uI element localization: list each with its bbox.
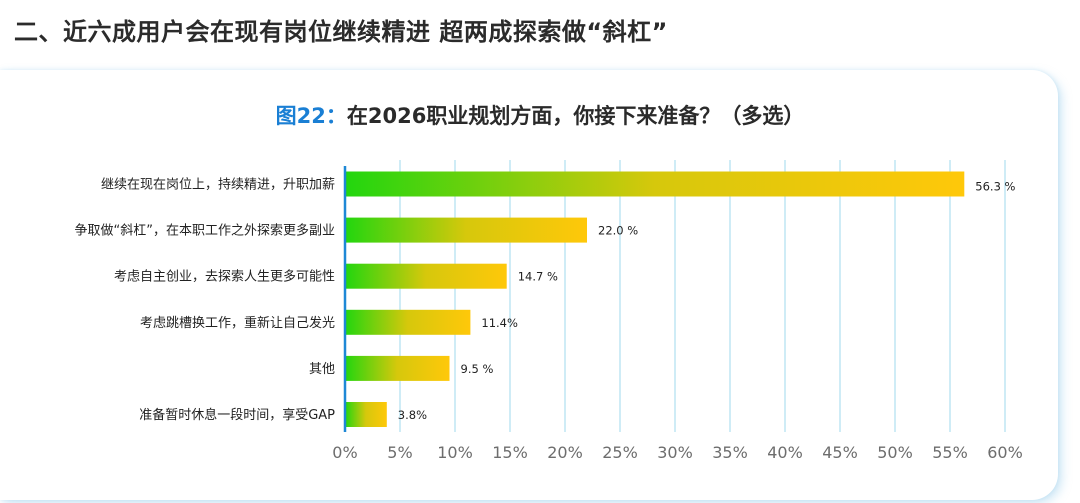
category-label: 继续在现在岗位上，持续精进，升职加薪 — [101, 178, 335, 193]
bars — [345, 171, 965, 427]
value-label: 11.4% — [481, 316, 518, 330]
x-tick-label: 20% — [547, 443, 583, 462]
value-label: 3.8% — [398, 408, 427, 422]
x-tick-label: 45% — [822, 443, 858, 462]
category-label: 考虑跳槽换工作，重新让自己发光 — [140, 315, 335, 331]
x-tick-label: 0% — [332, 443, 357, 462]
value-label: 14.7 % — [518, 270, 558, 284]
x-tick-label: 10% — [437, 443, 473, 462]
x-tick-label: 60% — [987, 443, 1023, 462]
category-label: 其他 — [309, 362, 335, 377]
bar — [345, 309, 471, 335]
section-heading: 二、近六成用户会在现有岗位继续精进 超两成探索做“斜杠” — [14, 18, 668, 46]
x-tick-label: 25% — [602, 443, 638, 462]
bar — [345, 263, 507, 289]
labels: 0% 5% 10% 15% 20% 25% 30% 35% 40% 45% 50% 55% 60% 继续在… — [75, 178, 1023, 463]
bar — [345, 217, 587, 243]
chart-title: 图22：在2026职业规划方面，你接下来准备？（多选） — [0, 100, 1080, 130]
figure-label: 图22： — [275, 104, 347, 128]
category-label: 争取做“斜杠”，在本职工作之外探索更多副业 — [75, 223, 335, 239]
bar — [345, 171, 965, 197]
category-label: 考虑自主创业，去探索人生更多可能性 — [114, 269, 335, 285]
x-tick-label: 50% — [877, 443, 913, 462]
chart-card — [0, 70, 1058, 500]
x-tick-label: 55% — [932, 443, 968, 462]
chart-title-text: 在2026职业规划方面，你接下来准备？（多选） — [346, 104, 805, 128]
x-tick-label: 35% — [712, 443, 748, 462]
category-label: 准备暂时休息一段时间，享受GAP — [139, 407, 335, 423]
bar — [345, 355, 450, 381]
value-label: 22.0 % — [598, 224, 638, 238]
x-tick-label: 5% — [387, 443, 412, 462]
x-tick-label: 30% — [657, 443, 693, 462]
gridlines — [399, 160, 1006, 432]
x-tick-label: 40% — [767, 443, 803, 462]
x-tick-label: 15% — [492, 443, 528, 462]
value-label: 9.5 % — [461, 362, 494, 376]
value-label: 56.3 % — [975, 180, 1015, 194]
bar — [345, 402, 387, 427]
